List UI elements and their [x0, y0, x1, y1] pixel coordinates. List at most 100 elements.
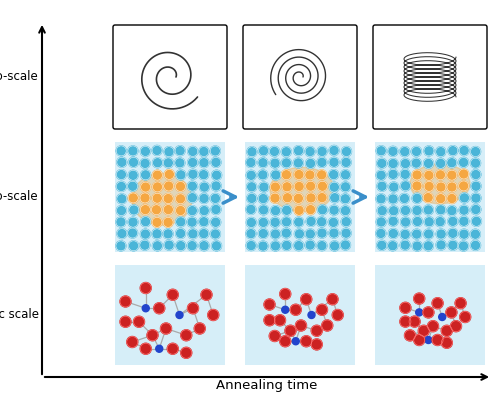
Circle shape: [211, 204, 221, 214]
Circle shape: [311, 325, 322, 336]
Circle shape: [436, 194, 446, 204]
Circle shape: [306, 193, 316, 203]
Circle shape: [188, 303, 198, 314]
Circle shape: [471, 170, 481, 179]
Circle shape: [128, 241, 138, 251]
Circle shape: [306, 216, 316, 226]
Circle shape: [270, 217, 280, 227]
Circle shape: [400, 146, 410, 157]
Circle shape: [294, 181, 304, 191]
Circle shape: [308, 312, 315, 318]
Circle shape: [127, 337, 138, 347]
Circle shape: [306, 158, 316, 168]
Circle shape: [270, 158, 280, 168]
Circle shape: [128, 146, 138, 156]
Circle shape: [246, 182, 256, 192]
Circle shape: [436, 182, 446, 192]
Circle shape: [455, 298, 466, 309]
Circle shape: [188, 181, 198, 191]
Circle shape: [340, 206, 350, 216]
Circle shape: [470, 240, 480, 251]
Circle shape: [376, 170, 386, 180]
Circle shape: [400, 169, 410, 179]
Circle shape: [388, 216, 398, 226]
Circle shape: [376, 146, 386, 156]
FancyBboxPatch shape: [243, 25, 357, 129]
Circle shape: [120, 296, 131, 307]
Circle shape: [246, 158, 256, 168]
Circle shape: [134, 316, 144, 327]
Circle shape: [176, 312, 183, 318]
Circle shape: [448, 146, 458, 156]
Circle shape: [318, 181, 328, 191]
Circle shape: [280, 336, 291, 347]
Circle shape: [438, 314, 446, 320]
Circle shape: [210, 193, 220, 203]
Circle shape: [282, 182, 292, 192]
Circle shape: [442, 325, 452, 336]
Circle shape: [282, 205, 292, 215]
Circle shape: [423, 193, 433, 202]
Circle shape: [435, 217, 445, 227]
Circle shape: [282, 217, 292, 227]
Circle shape: [442, 337, 452, 348]
Ellipse shape: [410, 164, 470, 204]
Circle shape: [447, 206, 457, 216]
Circle shape: [459, 229, 469, 239]
Circle shape: [181, 347, 192, 358]
Circle shape: [436, 170, 446, 180]
Circle shape: [424, 241, 434, 251]
Circle shape: [416, 309, 422, 316]
Circle shape: [424, 229, 434, 239]
Circle shape: [428, 321, 438, 332]
Circle shape: [470, 146, 480, 156]
Circle shape: [316, 217, 326, 227]
Circle shape: [117, 157, 127, 167]
Circle shape: [152, 241, 162, 251]
Circle shape: [167, 289, 178, 300]
Circle shape: [376, 217, 386, 227]
FancyBboxPatch shape: [373, 25, 487, 129]
Circle shape: [412, 181, 422, 191]
Circle shape: [458, 157, 468, 168]
Circle shape: [188, 229, 198, 239]
Circle shape: [294, 205, 304, 215]
Circle shape: [306, 229, 316, 239]
Circle shape: [460, 312, 470, 322]
Circle shape: [199, 206, 209, 216]
Circle shape: [147, 330, 158, 341]
Circle shape: [377, 181, 387, 191]
Circle shape: [116, 146, 126, 156]
Circle shape: [246, 170, 256, 180]
Circle shape: [458, 181, 468, 191]
FancyBboxPatch shape: [245, 142, 355, 252]
Circle shape: [404, 330, 415, 341]
Circle shape: [116, 241, 126, 251]
Circle shape: [140, 182, 150, 192]
Circle shape: [470, 229, 480, 239]
Circle shape: [247, 147, 257, 157]
Circle shape: [317, 146, 327, 156]
Circle shape: [294, 217, 304, 227]
Circle shape: [270, 229, 280, 239]
Circle shape: [258, 218, 268, 227]
Circle shape: [140, 343, 151, 354]
Circle shape: [270, 146, 280, 156]
Circle shape: [152, 170, 162, 180]
Circle shape: [329, 145, 339, 156]
Circle shape: [164, 147, 174, 157]
Circle shape: [317, 241, 327, 251]
Circle shape: [176, 241, 186, 251]
Circle shape: [425, 337, 432, 343]
Circle shape: [459, 146, 469, 156]
Circle shape: [305, 240, 315, 250]
Circle shape: [164, 158, 173, 168]
Circle shape: [129, 205, 139, 215]
Circle shape: [294, 170, 304, 179]
Circle shape: [282, 193, 292, 203]
Circle shape: [246, 229, 256, 239]
Circle shape: [212, 170, 222, 180]
Circle shape: [448, 216, 458, 226]
Circle shape: [436, 158, 446, 168]
Circle shape: [322, 320, 333, 331]
